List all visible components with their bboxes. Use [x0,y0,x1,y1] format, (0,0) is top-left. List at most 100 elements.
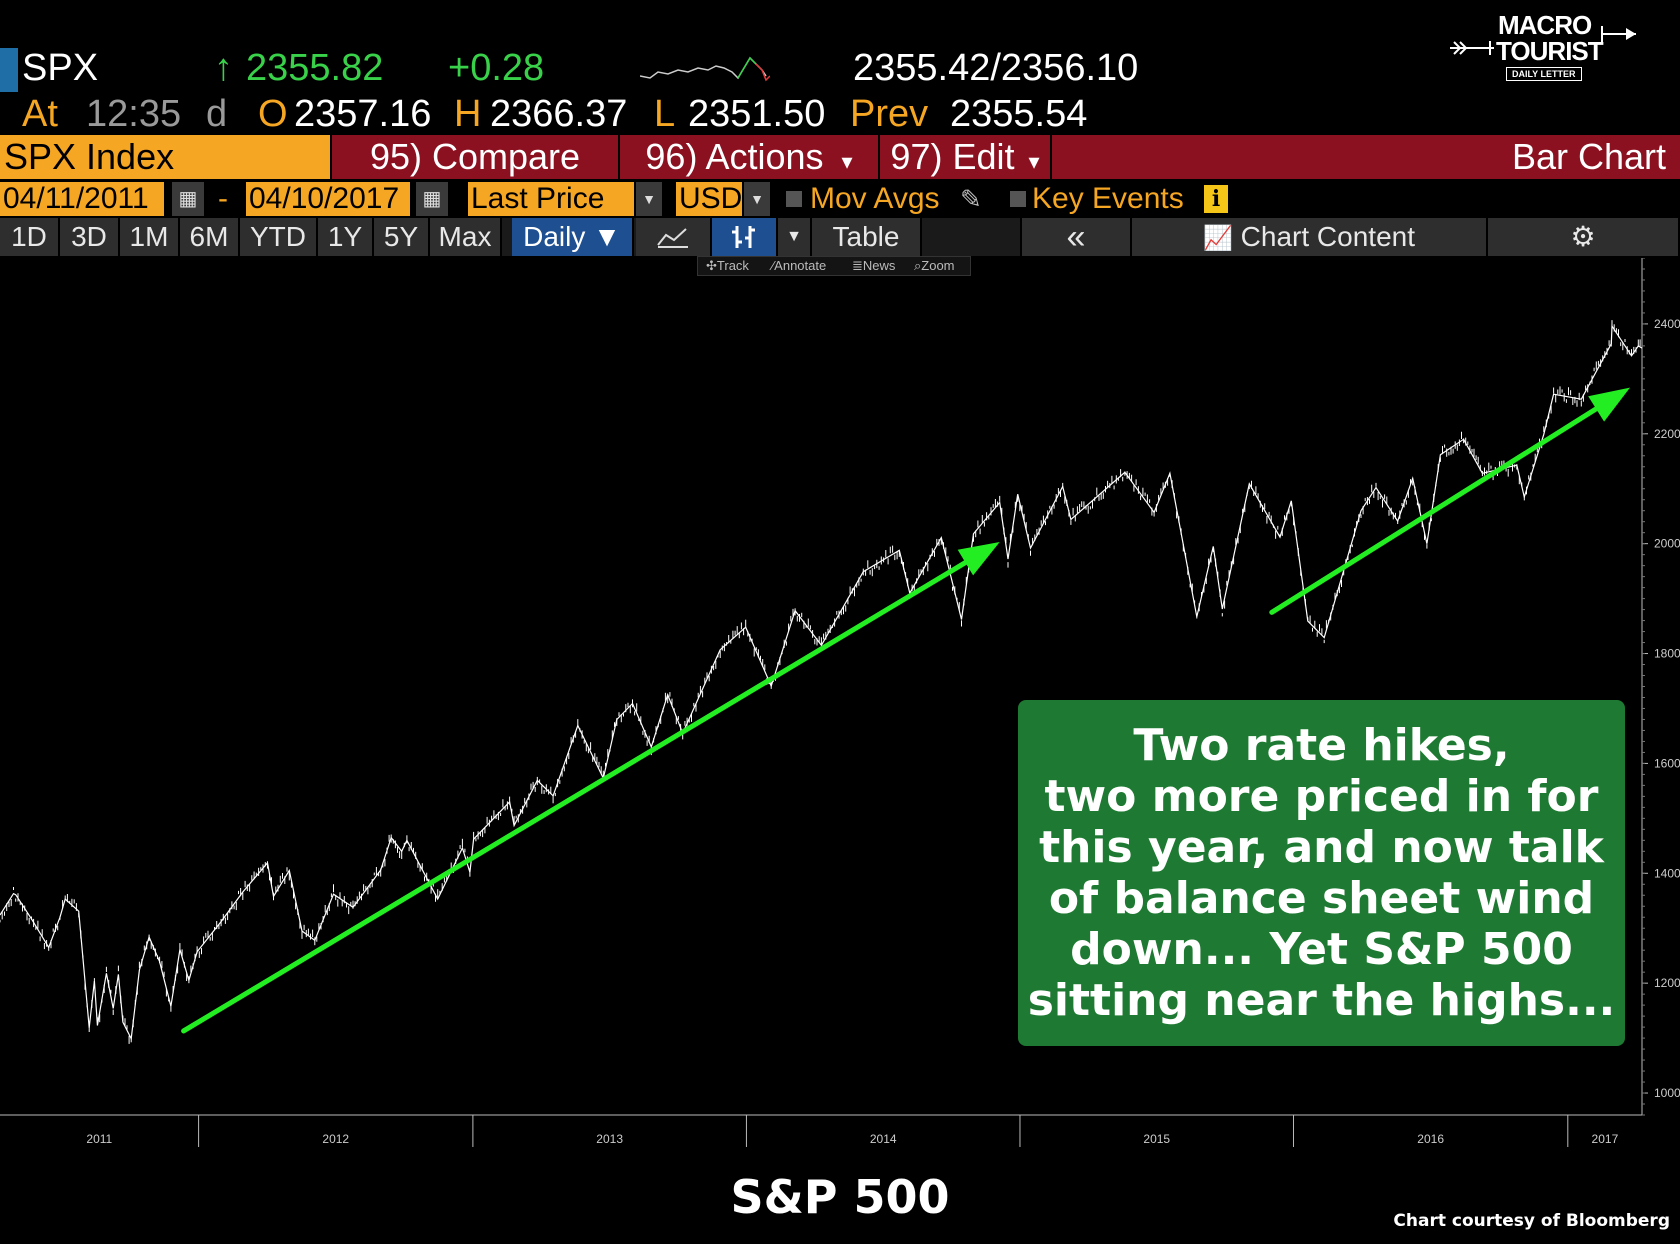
macro-tourist-logo: MACRO TOURIST DAILY LETTER [1450,10,1640,85]
prev-price: 2355.54 [950,93,1088,135]
gear-icon[interactable]: ⚙ [1488,218,1680,256]
open-price: 2357.16 [294,93,432,135]
bid-ask: 2355.42/2356.10 [853,47,1139,89]
annotate-label: Annotate [774,258,827,273]
x-tick-label: 2014 [870,1132,897,1146]
chevron-down-icon: ▾ [841,149,853,174]
mov-avgs-checkbox[interactable] [786,191,802,207]
y-tick-label: 1400 [1654,866,1680,880]
prev-label: Prev [850,93,929,135]
chart-title: S&P 500 [730,1170,950,1224]
price-line [0,324,1643,1041]
logo-arrow-head-icon [1601,26,1636,44]
actions-label: 96) Actions [645,136,824,177]
logo-line-3: DAILY LETTER [1506,67,1582,81]
currency-select[interactable]: USD [676,182,742,216]
last-price: 2355.82 [246,47,384,89]
compare-button[interactable]: 95) Compare [330,135,618,179]
chart-credit: Chart courtesy of Bloomberg [1393,1211,1670,1231]
x-tick-label: 2017 [1592,1132,1619,1146]
info-icon[interactable]: i [1204,185,1228,213]
low-label: L [654,93,676,135]
high-label: H [454,93,482,135]
commentary-callout: Two rate hikes, two more priced in for t… [1018,700,1625,1046]
chart-content-button[interactable]: 📈 Chart Content [1132,218,1488,256]
at-label: At [22,93,58,135]
chevron-down-icon[interactable]: ▼ [636,182,662,216]
high-price: 2366.37 [490,93,628,135]
x-tick-label: 2011 [86,1132,112,1146]
quote-header: SPX ↑ 2355.82 +0.28 2355.42/2356.10 At 1… [0,0,1680,135]
price-chart[interactable]: 1000 1200 1400 1600 1800 2000 2200 2400 2011 2012… [0,258,1680,1158]
price-change: +0.28 [448,47,545,89]
sparkline [640,56,770,82]
annotate-tool[interactable]: ⁄ Annotate [772,258,827,273]
start-date-field[interactable]: 04/11/2011 [0,182,164,216]
open-label: O [258,93,288,135]
key-events-checkbox[interactable] [1010,191,1026,207]
end-date-field[interactable]: 04/10/2017 [246,182,410,216]
trend-arrow-head-2 [1588,387,1630,422]
calendar-icon[interactable]: ▦ [416,182,448,216]
y-tick-label: 2200 [1654,427,1680,441]
range-button-1y[interactable]: 1Y [318,218,374,256]
trend-arrow-shaft-1 [181,560,968,1034]
date-separator: - [218,182,228,215]
y-tick-label: 2400 [1654,317,1680,331]
range-button-5y[interactable]: 5Y [374,218,430,256]
spacer [922,218,1022,256]
x-tick-label: 2015 [1143,1132,1170,1146]
chart-content-icon: 📈 [1203,225,1233,252]
news-label: News [862,258,896,273]
bar-chart-icon[interactable] [712,218,778,256]
security-index-field[interactable]: SPX Index [0,135,330,179]
range-bar: 1D 3D 1M 6M YTD 1Y 5Y Max Daily ▼ ▼ Table « 📈 C… [0,218,1680,256]
logo-line-1: MACRO [1498,10,1592,40]
range-button-3d[interactable]: 3D [60,218,120,256]
collapse-icon[interactable]: « [1022,218,1132,256]
range-button-1d[interactable]: 1D [0,218,60,256]
y-tick-label: 1000 [1654,1086,1680,1100]
track-label: Track [716,258,749,273]
y-tick-label: 1200 [1654,976,1680,990]
chevron-down-icon[interactable]: ▼ [778,218,812,256]
chart-options-bar: 04/11/2011 ▦ - 04/10/2017 ▦ Last Price ▼… [0,180,1680,218]
period-select[interactable]: Daily ▼ [512,218,634,256]
range-button-6m[interactable]: 6M [180,218,240,256]
chart-tools-strip: ✣ Track ⁄ Annotate ≣ News ⌕ Zoom [697,256,971,276]
y-tick-label: 1600 [1654,756,1680,770]
edit-menu[interactable]: 97) Edit ▾ [878,135,1050,179]
time-flag: d [206,93,228,135]
y-tick-label: 1800 [1654,647,1680,661]
logo-arrow-tail-icon [1450,41,1494,55]
quote-time: 12:35 [86,93,182,135]
zoom-label: Zoom [921,258,955,273]
ticker-symbol: SPX [22,47,99,89]
ticker-marker [0,48,18,92]
range-button-1m[interactable]: 1M [120,218,180,256]
x-tick-label: 2012 [322,1132,349,1146]
trend-arrow-head-1 [957,542,1000,576]
calendar-icon[interactable]: ▦ [172,182,204,216]
function-menu-bar: SPX Index 95) Compare 96) Actions ▾ 97) … [0,135,1680,179]
range-button-ytd[interactable]: YTD [240,218,318,256]
edit-label: 97) Edit [890,136,1015,177]
chevron-down-icon[interactable]: ▼ [744,182,770,216]
chart-type-label[interactable]: Bar Chart [1050,135,1680,179]
x-tick-label: 2013 [596,1132,623,1146]
track-tool[interactable]: ✣ Track [706,258,749,273]
up-arrow-icon: ↑ [214,47,233,89]
chart-content-label: Chart Content [1240,221,1415,252]
trend-arrow-shaft-2 [1269,406,1599,615]
logo-line-2: TOURIST [1496,36,1604,66]
x-tick-label: 2016 [1417,1132,1444,1146]
key-events-label: Key Events [1032,182,1184,215]
range-button-max[interactable]: Max [430,218,502,256]
field-select[interactable]: Last Price [468,182,634,216]
actions-menu[interactable]: 96) Actions ▾ [618,135,878,179]
news-tool[interactable]: ≣ News [852,258,896,273]
zoom-tool[interactable]: ⌕ Zoom [914,258,955,273]
pencil-icon[interactable]: ✎ [960,184,982,214]
table-button[interactable]: Table [812,218,922,256]
line-chart-icon[interactable] [636,218,712,256]
